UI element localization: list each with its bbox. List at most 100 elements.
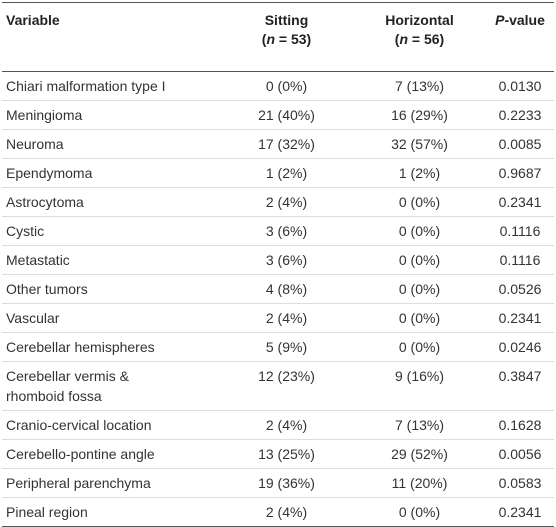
table-header: Variable Sitting (n = 53) Horizontal (n = 56… [2, 2, 554, 72]
cell-text: Cerebello-pontine angle [6, 446, 155, 462]
table-row: Neuroma 17 (32%) 32 (57%) 0.0085 [2, 129, 554, 159]
cell-text: 12 (23%) [258, 368, 315, 384]
value-cell: 19 (36%) [220, 468, 353, 498]
cell-text: Meningioma [6, 107, 83, 123]
value-cell: 0 (0%) [353, 245, 486, 275]
cell-text: 2 (4%) [265, 194, 308, 210]
cell-text: 29 (52%) [391, 446, 448, 462]
value-cell: 0.0130 [486, 71, 554, 101]
table-row: Cystic 3 (6%) 0 (0%) 0.1116 [2, 216, 554, 246]
value-cell: 11 (20%) [353, 468, 486, 498]
value-cell: 0 (0%) [353, 187, 486, 217]
value-cell: 4 (8%) [220, 274, 353, 304]
value-cell: 9 (16%) [353, 361, 486, 411]
cell-text: 0.1628 [498, 417, 542, 433]
cell-text: 2 (4%) [265, 417, 308, 433]
variable-cell: Cranio-cervical location [2, 410, 220, 440]
value-cell: 5 (9%) [220, 332, 353, 362]
value-cell: 0.1628 [486, 410, 554, 440]
value-cell: 0.0056 [486, 439, 554, 469]
value-cell: 7 (13%) [353, 71, 486, 101]
value-cell: 0.0583 [486, 468, 554, 498]
value-cell: 0.2233 [486, 100, 554, 130]
cell-text: Peripheral parenchyma [6, 475, 151, 491]
value-cell: 21 (40%) [220, 100, 353, 130]
variable-cell: Cerebello-pontine angle [2, 439, 220, 469]
cell-text: 11 (20%) [391, 475, 448, 491]
cell-text: 0 (0%) [398, 194, 441, 210]
cell-text: 21 (40%) [258, 107, 315, 123]
variable-cell: Cystic [2, 216, 220, 246]
table-row: Vascular 2 (4%) 0 (0%) 0.2341 [2, 303, 554, 333]
cell-text: 2 (4%) [265, 310, 308, 326]
value-cell: 16 (29%) [353, 100, 486, 130]
table-row: Meningioma 21 (40%) 16 (29%) 0.2233 [2, 100, 554, 130]
column-header: Horizontal (n = 56) [353, 2, 486, 72]
variable-cell: Cerebellar vermis & rhomboid fossa [2, 361, 220, 411]
value-cell: 2 (4%) [220, 497, 353, 527]
value-cell: 0.2341 [486, 187, 554, 217]
table-row: Chiari malformation type I 0 (0%) 7 (13%) 0… [2, 71, 554, 101]
column-header: P-value [486, 2, 554, 72]
cell-text: Cerebellar vermis & rhomboid fossa [6, 368, 129, 404]
value-cell: 1 (2%) [220, 158, 353, 188]
table-row: Other tumors 4 (8%) 0 (0%) 0.0526 [2, 274, 554, 304]
value-cell: 0 (0%) [353, 216, 486, 246]
cell-text: 0.9687 [498, 165, 542, 181]
cell-text: Cerebellar hemispheres [6, 339, 155, 355]
cell-text: 0.0056 [498, 446, 542, 462]
cell-text: 1 (2%) [265, 165, 308, 181]
cell-text: Ependymoma [6, 165, 93, 181]
cell-text: 16 (29%) [391, 107, 448, 123]
variable-cell: Ependymoma [2, 158, 220, 188]
cell-text: Metastatic [6, 252, 70, 268]
value-cell: 0.0246 [486, 332, 554, 362]
variable-cell: Peripheral parenchyma [2, 468, 220, 498]
value-cell: 0.1116 [486, 245, 554, 275]
variable-cell: Cerebellar hemispheres [2, 332, 220, 362]
cell-text: 4 (8%) [265, 281, 308, 297]
value-cell: 0.0085 [486, 129, 554, 159]
cell-text: 0 (0%) [398, 339, 441, 355]
cell-text: 7 (13%) [394, 417, 445, 433]
cell-text: 0 (0%) [398, 310, 441, 326]
table-row: Cerebellar hemispheres 5 (9%) 0 (0%) 0.0246 [2, 332, 554, 362]
cell-text: 0 (0%) [398, 252, 441, 268]
value-cell: 0.3847 [486, 361, 554, 411]
cell-text: 0.0583 [498, 475, 542, 491]
cell-text: 0.0130 [498, 78, 542, 94]
value-cell: 0.9687 [486, 158, 554, 188]
header-subtext: ( [394, 31, 400, 47]
value-cell: 0.1116 [486, 216, 554, 246]
cell-text: 7 (13%) [394, 78, 445, 94]
cell-text: 0 (0%) [398, 504, 441, 520]
header-subtext: n [266, 31, 276, 47]
table-row: Cerebello-pontine angle 13 (25%) 29 (52%) 0… [2, 439, 554, 469]
value-cell: 13 (25%) [220, 439, 353, 469]
variable-cell: Chiari malformation type I [2, 71, 220, 101]
value-cell: 0 (0%) [353, 497, 486, 527]
variable-cell: Astrocytoma [2, 187, 220, 217]
value-cell: 2 (4%) [220, 303, 353, 333]
header-subtext: = 56) [408, 31, 445, 47]
value-cell: 0.0526 [486, 274, 554, 304]
table-row: Cranio-cervical location 2 (4%) 7 (13%) 0.1… [2, 410, 554, 440]
table-row: Peripheral parenchyma 19 (36%) 11 (20%) 0.0… [2, 468, 554, 498]
header-text: Sitting [264, 12, 309, 28]
table-row: Astrocytoma 2 (4%) 0 (0%) 0.2341 [2, 187, 554, 217]
table-body: Chiari malformation type I 0 (0%) 7 (13%) 0… [2, 71, 554, 527]
cell-text: 0 (0%) [398, 223, 441, 239]
cell-text: Pineal region [6, 504, 88, 520]
cell-text: 9 (16%) [394, 368, 445, 384]
cell-text: 0 (0%) [398, 281, 441, 297]
header-row: Variable Sitting (n = 53) Horizontal (n = 56… [2, 2, 554, 72]
value-cell: 17 (32%) [220, 129, 353, 159]
header-subtext: ( [261, 31, 267, 47]
value-cell: 0.2341 [486, 497, 554, 527]
column-header: Variable [2, 2, 220, 72]
cell-text: 0.2341 [498, 504, 542, 520]
cell-text: Chiari malformation type I [6, 78, 166, 94]
header-text: Horizontal [385, 12, 454, 28]
header-text: -value [504, 12, 545, 28]
